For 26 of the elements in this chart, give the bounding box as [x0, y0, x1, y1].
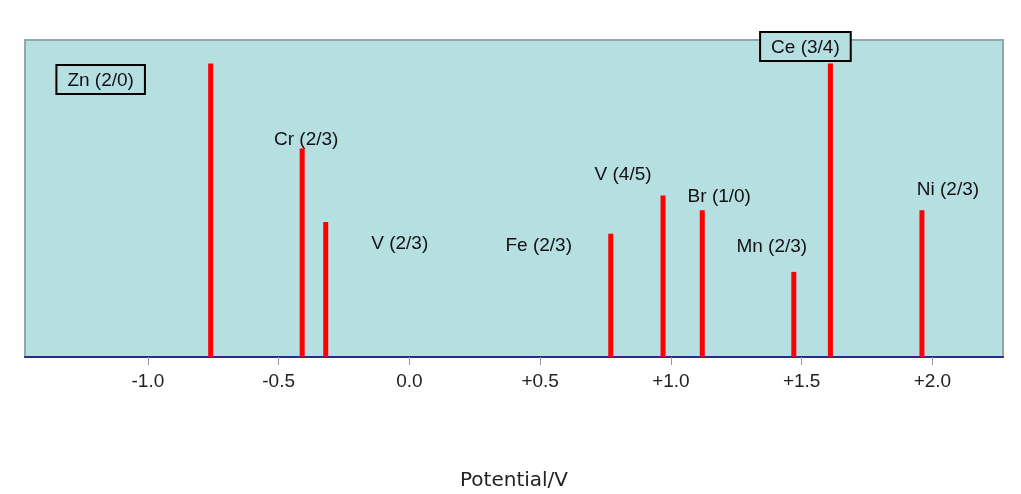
- x-axis-title: Potential/V: [459, 467, 569, 491]
- annotation: V (4/5): [594, 163, 652, 185]
- annotation: Ni (2/3): [916, 177, 980, 199]
- annotation: Mn (2/3): [736, 235, 808, 257]
- annotation: Fe (2/3): [505, 234, 573, 256]
- bar: [827, 63, 833, 357]
- x-tick-label: +1.0: [652, 370, 690, 391]
- x-tick-label: +2.0: [913, 370, 952, 391]
- annotation: Zn (2/0): [67, 68, 134, 90]
- bar: [299, 148, 305, 357]
- bar: [608, 233, 614, 357]
- x-tick-label: 0.0: [396, 370, 423, 391]
- bar: [699, 210, 705, 357]
- bar: [919, 210, 925, 357]
- bar: [208, 63, 214, 357]
- bar: [791, 271, 797, 357]
- annotation: Br (1/0): [687, 184, 751, 206]
- text: Ce (3/4): [771, 35, 840, 57]
- x-tick-label: +0.5: [521, 370, 559, 391]
- x-tick-label: -1.0: [131, 370, 165, 391]
- bar: [323, 221, 329, 357]
- bar: [660, 195, 666, 357]
- annotation: Cr (2/3): [273, 128, 339, 150]
- x-tick-label: -0.5: [262, 370, 296, 391]
- x-tick-label: +1.5: [782, 370, 821, 391]
- annotation: V (2/3): [371, 232, 429, 254]
